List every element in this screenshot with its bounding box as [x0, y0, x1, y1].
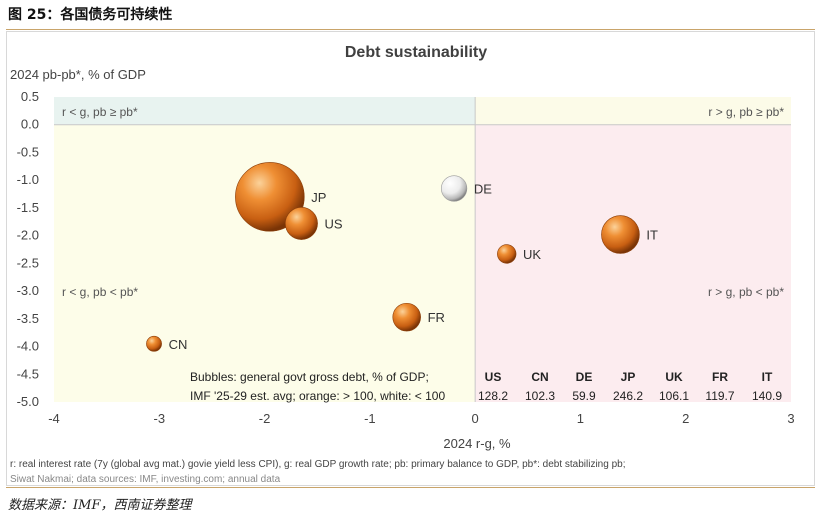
y-tick-label: -2.0 — [17, 228, 39, 243]
table-value-uk: 106.1 — [659, 389, 689, 403]
table-header-it: IT — [762, 370, 773, 384]
table-header-us: US — [485, 370, 502, 384]
bubble-label-uk: UK — [523, 247, 541, 262]
table-value-cn: 102.3 — [525, 389, 555, 403]
quadrant-top-right — [475, 97, 791, 125]
quadrant-top-left — [54, 97, 476, 125]
table-value-de: 59.9 — [572, 389, 596, 403]
x-tick-label: -4 — [48, 411, 60, 426]
debt-table: Bubbles: general govt gross debt, % of G… — [190, 370, 782, 403]
y-tick-labels: 0.5 0.0 -0.5 -1.0 -1.5 -2.0 -2.5 -3.0 -3.5 -4.0 -4… — [17, 89, 39, 409]
y-tick-label: 0.5 — [21, 89, 39, 104]
bubble-cn — [146, 335, 162, 352]
bubble-uk — [497, 244, 517, 264]
x-tick-label: -1 — [364, 411, 376, 426]
bubble-label-cn: CN — [169, 337, 188, 352]
x-tick-labels: -4 -3 -2 -1 0 1 2 3 — [48, 411, 794, 426]
source-note: 数据来源：IMF，西南证券整理 — [8, 498, 192, 513]
y-tick-label: -0.5 — [17, 144, 39, 159]
footnote-definitions: r: real interest rate (7y (global avg ma… — [10, 459, 625, 470]
chart-title: Debt sustainability — [345, 44, 487, 61]
y-tick-label: -1.5 — [17, 200, 39, 215]
quadrant-label-bottom-left: r < g, pb < pb* — [62, 285, 138, 299]
bottom-rule — [6, 487, 815, 488]
bubble-label-jp: JP — [311, 190, 326, 205]
bubble-jp — [235, 162, 305, 232]
y-tick-label: -2.5 — [17, 255, 39, 270]
debt-chart: r < g, pb ≥ pb* r > g, pb ≥ pb* r < g, pb … — [10, 44, 795, 485]
x-tick-label: 1 — [577, 411, 584, 426]
quadrants — [54, 97, 791, 403]
quadrant-bottom-right — [475, 124, 791, 403]
x-tick-label: 0 — [472, 411, 479, 426]
table-header-fr: FR — [712, 370, 728, 384]
x-tick-label: -2 — [259, 411, 271, 426]
bubbles: JP IT US FR UK CN DE — [146, 162, 658, 352]
table-value-it: 140.9 — [752, 389, 782, 403]
y-axis-title: 2024 pb-pb*, % of GDP — [10, 67, 146, 82]
table-caption-line2: IMF '25-29 est. avg; orange: > 100, whit… — [190, 389, 445, 403]
bubble-label-de: DE — [474, 182, 492, 197]
chart-panel: r < g, pb ≥ pb* r > g, pb ≥ pb* r < g, pb … — [6, 31, 815, 486]
bubble-fr — [392, 302, 421, 332]
y-tick-label: -4.5 — [17, 366, 39, 381]
y-tick-label: -3.0 — [17, 283, 39, 298]
top-rule — [6, 29, 815, 30]
table-header-de: DE — [576, 370, 593, 384]
table-value-fr: 119.7 — [705, 389, 734, 403]
bubble-it — [601, 215, 640, 254]
quadrant-labels: r < g, pb ≥ pb* r > g, pb ≥ pb* r < g, pb … — [62, 105, 784, 299]
table-value-jp: 246.2 — [613, 389, 643, 403]
y-tick-label: -4.0 — [17, 339, 39, 354]
bubble-label-it: IT — [646, 228, 658, 243]
table-value-us: 128.2 — [478, 389, 508, 403]
figure-title: 图 25：各国债务可持续性 — [8, 7, 173, 23]
quadrant-label-top-left: r < g, pb ≥ pb* — [62, 105, 138, 119]
x-tick-label: -3 — [154, 411, 166, 426]
table-caption-line1: Bubbles: general govt gross debt, % of G… — [190, 370, 429, 384]
x-tick-label: 3 — [787, 411, 794, 426]
y-tick-label: -3.5 — [17, 311, 39, 326]
bubble-us — [284, 207, 318, 240]
footnote-sources: Siwat Nakmai; data sources: IMF, investi… — [10, 474, 281, 485]
quadrant-label-bottom-right: r > g, pb < pb* — [708, 285, 784, 299]
quadrant-label-top-right: r > g, pb ≥ pb* — [708, 105, 784, 119]
y-tick-label: -1.0 — [17, 172, 39, 187]
bubble-de — [440, 175, 468, 202]
bubble-label-fr: FR — [428, 310, 445, 325]
x-axis-title: 2024 r-g, % — [443, 436, 511, 451]
bubble-label-us: US — [325, 216, 343, 231]
table-header-cn: CN — [531, 370, 548, 384]
y-tick-label: 0.0 — [21, 117, 39, 132]
y-tick-label: -5.0 — [17, 394, 39, 409]
table-header-uk: UK — [665, 370, 683, 384]
table-header-jp: JP — [621, 370, 636, 384]
x-tick-label: 2 — [682, 411, 689, 426]
